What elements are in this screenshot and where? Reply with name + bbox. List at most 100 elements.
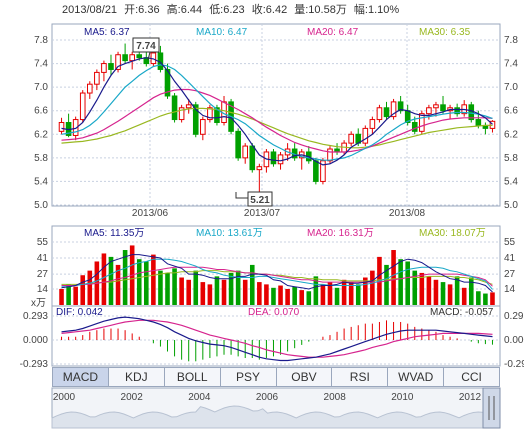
macd-grid	[52, 315, 500, 365]
candle-body	[440, 104, 446, 112]
timeline-year: 2000	[53, 392, 76, 403]
tab-cci[interactable]: CCI	[461, 370, 482, 384]
indicator-tabs: MACD KDJ BOLL PSY OBV RSI WVAD CCI	[52, 367, 500, 387]
tab-kdj[interactable]: KDJ	[109, 368, 165, 386]
candle-body	[192, 104, 199, 135]
timeline-history-area	[51, 405, 484, 429]
macd-tick-right: 0.000	[504, 335, 524, 346]
candle-body	[383, 107, 390, 118]
price-tick-right: 5.4	[504, 176, 518, 187]
volume-bar	[419, 272, 425, 305]
timeline-year: 2006	[256, 392, 279, 403]
volume-bar	[327, 282, 333, 305]
tab-wvad[interactable]: WVAD	[388, 368, 445, 386]
volume-bar	[334, 287, 340, 305]
price-ma10-line	[61, 64, 493, 161]
volume-tick-right: 27	[504, 269, 516, 280]
candle-body	[178, 107, 185, 121]
tab-boll[interactable]: BOLL	[165, 368, 221, 386]
volume-bar	[398, 259, 403, 305]
volume-unit: x万	[31, 298, 46, 309]
macd-tick-right: 0.293	[504, 311, 524, 322]
candle-body	[79, 92, 86, 121]
price-ma20-label: MA20: 6.47	[307, 27, 359, 38]
volume-tick-left: 27	[37, 269, 49, 280]
candle-body	[348, 133, 354, 144]
tab-rsi[interactable]: RSI	[332, 368, 389, 386]
price-tick-right: 5.0	[504, 200, 518, 211]
volume-bar	[341, 279, 347, 305]
header-change: 幅:1.10%	[354, 3, 399, 16]
candle-body	[136, 54, 143, 59]
volume-bar	[264, 284, 269, 305]
volume-bar	[242, 279, 248, 305]
price-ma5-label: MA5: 6.37	[84, 27, 130, 38]
date-label: 2013/08	[389, 208, 426, 219]
volume-bar	[363, 277, 368, 305]
candle-body	[277, 154, 284, 165]
candle-body	[390, 101, 397, 118]
macd-dif-label: DIF: 0.042	[56, 307, 103, 318]
volume-tick-left: 41	[37, 253, 49, 264]
candle-body	[94, 71, 100, 85]
candle-body	[320, 160, 326, 182]
date-label: 2013/06	[132, 208, 169, 219]
price-tick-right: 5.8	[504, 153, 518, 164]
candle-body	[313, 160, 319, 182]
price-ma20-line	[61, 88, 493, 153]
volume-bar	[179, 277, 184, 305]
macd-panel: 0.293 0.000 -0.293 0.293 0.000 -0.293 DIF: 0…	[20, 305, 524, 370]
volume-bar	[165, 272, 170, 305]
volume-bar	[66, 284, 71, 305]
volume-bar	[306, 291, 312, 305]
candle-body	[101, 63, 107, 73]
tab-macd[interactable]: MACD	[53, 368, 109, 386]
volume-tick-left: 14	[37, 284, 49, 295]
tab-obv[interactable]: OBV	[277, 368, 333, 386]
macd-histogram	[61, 320, 493, 362]
macd-lines	[61, 316, 493, 362]
high-marker-pointer	[147, 51, 151, 61]
volume-bar	[468, 277, 474, 305]
candle-body	[122, 54, 128, 62]
price-tick-right: 7.0	[504, 82, 518, 93]
macd-y-axis-right: 0.293 0.000 -0.293	[504, 311, 524, 370]
candle-body	[214, 107, 220, 124]
price-y-axis-right: 7.8 7.4 7.0 6.6 6.2 5.8 5.4 5.0	[504, 35, 518, 211]
tab-psy[interactable]: PSY	[221, 368, 277, 386]
price-tick-right: 7.4	[504, 59, 518, 70]
timeline-scroller[interactable]: 2000 2002 2004 2006 2008 2010 2012	[51, 387, 501, 429]
volume-bar	[271, 287, 276, 305]
volume-bar	[144, 261, 149, 305]
price-tick-left: 6.6	[34, 106, 48, 117]
candle-body	[256, 166, 263, 171]
price-tick-right: 6.2	[504, 129, 518, 140]
candle-body	[108, 63, 114, 70]
volume-bar	[426, 276, 432, 305]
candle-body	[86, 83, 93, 94]
timeline-handle[interactable]	[482, 387, 501, 429]
volume-bar	[136, 259, 142, 305]
candle-body	[433, 104, 439, 109]
volume-tick-right: 14	[504, 284, 516, 295]
candle-body	[475, 119, 482, 126]
volume-y-axis-left: 55 41 27 14	[37, 237, 49, 295]
volume-bar	[193, 270, 199, 305]
volume-tick-right: 55	[504, 237, 516, 248]
volume-bar	[59, 288, 64, 305]
price-tick-left: 7.4	[34, 59, 48, 70]
volume-bar	[115, 264, 121, 305]
volume-bar	[172, 268, 177, 305]
candle-body	[58, 122, 65, 132]
candle-body	[369, 119, 376, 129]
macd-y-axis-left: 0.293 0.000 -0.293	[20, 311, 49, 370]
timeline-years: 2000 2002 2004 2006 2008 2010 2012	[53, 392, 482, 403]
header-date: 2013/08/21	[62, 4, 117, 16]
volume-bar	[348, 282, 354, 305]
timeline-year: 2004	[188, 392, 211, 403]
candle-body	[207, 107, 213, 121]
candle-body	[235, 130, 241, 159]
price-ma5-line	[61, 57, 493, 166]
high-marker-box	[132, 37, 160, 53]
price-tick-left: 5.8	[34, 153, 48, 164]
